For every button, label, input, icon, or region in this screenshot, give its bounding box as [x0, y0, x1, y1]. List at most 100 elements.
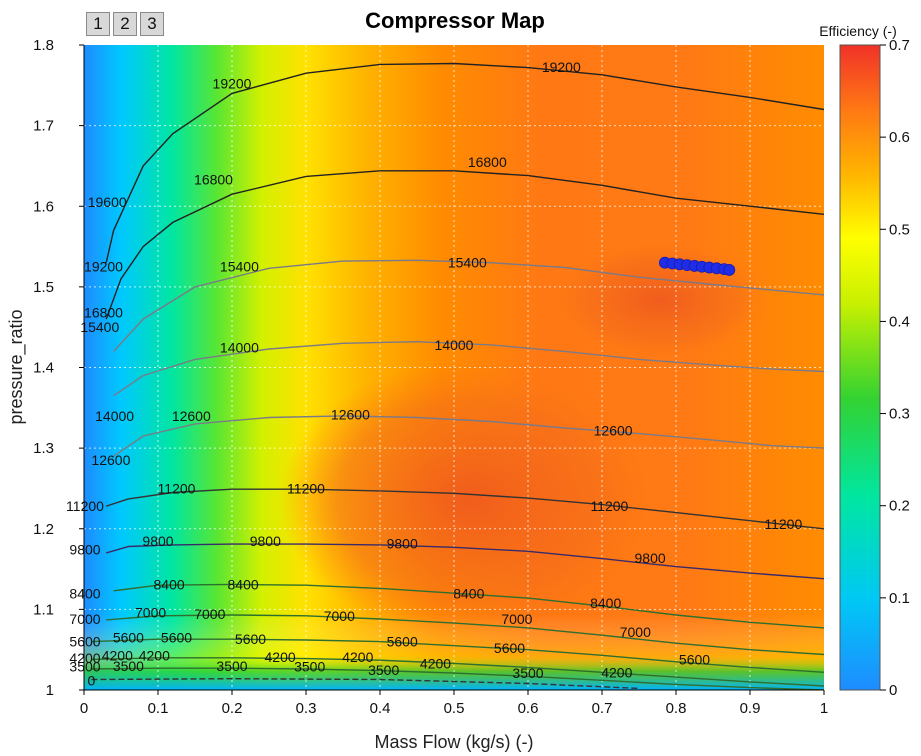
y-tick-label: 1.8 — [33, 37, 54, 54]
speed-line-7000 — [106, 614, 824, 656]
edge-contour-label: 19200 — [84, 259, 123, 275]
view-button-1[interactable]: 1 — [86, 12, 110, 36]
x-tick-label: 0.4 — [370, 700, 391, 717]
contour-label: 3500 — [512, 665, 543, 681]
contour-label: 8400 — [453, 585, 484, 601]
contour-label: 4200 — [342, 649, 373, 665]
edge-contour-label: 7000 — [69, 611, 100, 627]
contour-label: 14000 — [435, 337, 474, 353]
plot-area: 19200 19200 16800 16800 15400 15400 14000 14000… — [84, 45, 824, 690]
contour-label: 16800 — [468, 154, 507, 170]
colorbar-tick-label: 0.2 — [889, 498, 910, 515]
x-tick-label: 0.7 — [592, 700, 613, 717]
contour-label: 8400 — [228, 576, 259, 592]
contour-label: 16800 — [194, 172, 233, 188]
contour-label: 12600 — [331, 406, 370, 422]
colorbar-ticks: 0 0.1 0.2 0.3 0.4 0.5 0.6 0.7 — [880, 37, 910, 699]
speed-line-5600 — [91, 638, 824, 673]
x-tick-label: 0.8 — [666, 700, 687, 717]
contour-label: 19200 — [542, 59, 581, 75]
edge-contour-label: 4200 — [69, 650, 100, 666]
contour-label: 4200 — [601, 664, 632, 680]
edge-contour-label: 16800 — [84, 305, 123, 321]
edge-contour-label: 9800 — [69, 542, 100, 558]
x-tick-label: 0 — [80, 700, 88, 717]
edge-contour-label: 15400 — [80, 319, 119, 335]
contour-label: 5600 — [679, 651, 710, 667]
view-button-3[interactable]: 3 — [140, 12, 164, 36]
speed-line-15400 — [113, 259, 824, 352]
speed-line-11200 — [105, 488, 824, 530]
contour-label: 19200 — [213, 76, 252, 92]
operating-point — [723, 264, 736, 276]
contour-label: 4200 — [420, 655, 451, 671]
x-tick-label: 1 — [820, 700, 828, 717]
speed-lines — [91, 62, 824, 690]
edge-contour-label: 12600 — [91, 452, 130, 468]
x-axis-ticks: 0 0.1 0.2 0.3 0.4 0.5 0.6 0.7 0.8 0.9 1 — [80, 690, 828, 717]
efficiency-core-upper — [550, 240, 770, 360]
y-axis-ticks: 1 1.1 1.2 1.3 1.4 1.5 1.6 1.7 1.8 — [33, 37, 84, 699]
contour-label: 11200 — [590, 498, 628, 514]
efficiency-core-lower — [280, 360, 660, 640]
contour-label: 3500 — [294, 659, 325, 675]
y-tick-label: 1.3 — [33, 440, 54, 457]
contour-label: 7000 — [194, 606, 225, 622]
colorbar-tick-label: 0.5 — [889, 221, 910, 238]
contour-label: 12600 — [172, 408, 211, 424]
edge-contour-label: 19600 — [88, 194, 127, 210]
colorbar-tick-label: 0.1 — [889, 590, 910, 607]
contour-label: 8400 — [590, 595, 621, 611]
edge-contour-label: 5600 — [69, 634, 100, 650]
x-tick-label: 0.3 — [296, 700, 317, 717]
operating-points — [659, 256, 736, 276]
colorbar-tick-label: 0.4 — [889, 313, 910, 330]
speed-line-16800 — [105, 170, 824, 320]
contour-label: 14000 — [220, 339, 259, 355]
contour-label: 4200 — [139, 647, 170, 663]
contour-label: 0 — [88, 672, 96, 688]
contour-label: 5600 — [494, 640, 525, 656]
contour-label: 15400 — [220, 259, 259, 275]
contour-label: 5600 — [235, 631, 266, 647]
contour-label: 9800 — [142, 533, 173, 549]
contour-label: 7000 — [324, 608, 355, 624]
contour-labels: 19200 19200 16800 16800 15400 15400 14000 14000… — [88, 59, 803, 689]
view-button-2[interactable]: 2 — [113, 12, 137, 36]
contour-label: 9800 — [250, 533, 281, 549]
contour-label: 11200 — [158, 480, 196, 496]
contour-label: 3500 — [368, 662, 399, 678]
contour-label: 5600 — [161, 630, 192, 646]
contour-label: 7000 — [501, 611, 532, 627]
speed-line-0 — [91, 677, 640, 690]
contour-label: 4200 — [265, 649, 296, 665]
colorbar — [839, 44, 881, 691]
colorbar-tick-label: 0 — [889, 682, 897, 699]
colorbar-tick-label: 0.6 — [889, 129, 910, 146]
edge-contour-label: 3500 — [69, 659, 100, 675]
y-tick-label: 1.4 — [33, 360, 54, 377]
contour-label: 9800 — [635, 550, 666, 566]
edge-contour-label: 8400 — [69, 585, 100, 601]
contour-label: 5600 — [113, 630, 144, 646]
contour-label: 8400 — [154, 576, 185, 592]
colorbar-tick-label: 0.7 — [889, 37, 910, 54]
contour-label: 15400 — [448, 255, 487, 271]
x-tick-label: 0.5 — [444, 700, 465, 717]
contour-label: 3500 — [216, 658, 247, 674]
contour-label: 3500 — [113, 658, 144, 674]
colorbar-tick-label: 0.3 — [889, 406, 910, 423]
contour-label: 5600 — [387, 634, 418, 650]
x-tick-label: 0.9 — [740, 700, 761, 717]
y-tick-label: 1.2 — [33, 521, 54, 538]
speed-line-19200 — [105, 62, 824, 263]
contour-label: 4200 — [102, 647, 133, 663]
y-tick-label: 1.7 — [33, 118, 54, 135]
y-axis-label: pressure_ratio — [6, 309, 27, 424]
contour-label: 11200 — [764, 516, 802, 532]
y-tick-label: 1.6 — [33, 198, 54, 215]
x-tick-label: 0.2 — [222, 700, 243, 717]
y-tick-label: 1 — [46, 682, 54, 699]
